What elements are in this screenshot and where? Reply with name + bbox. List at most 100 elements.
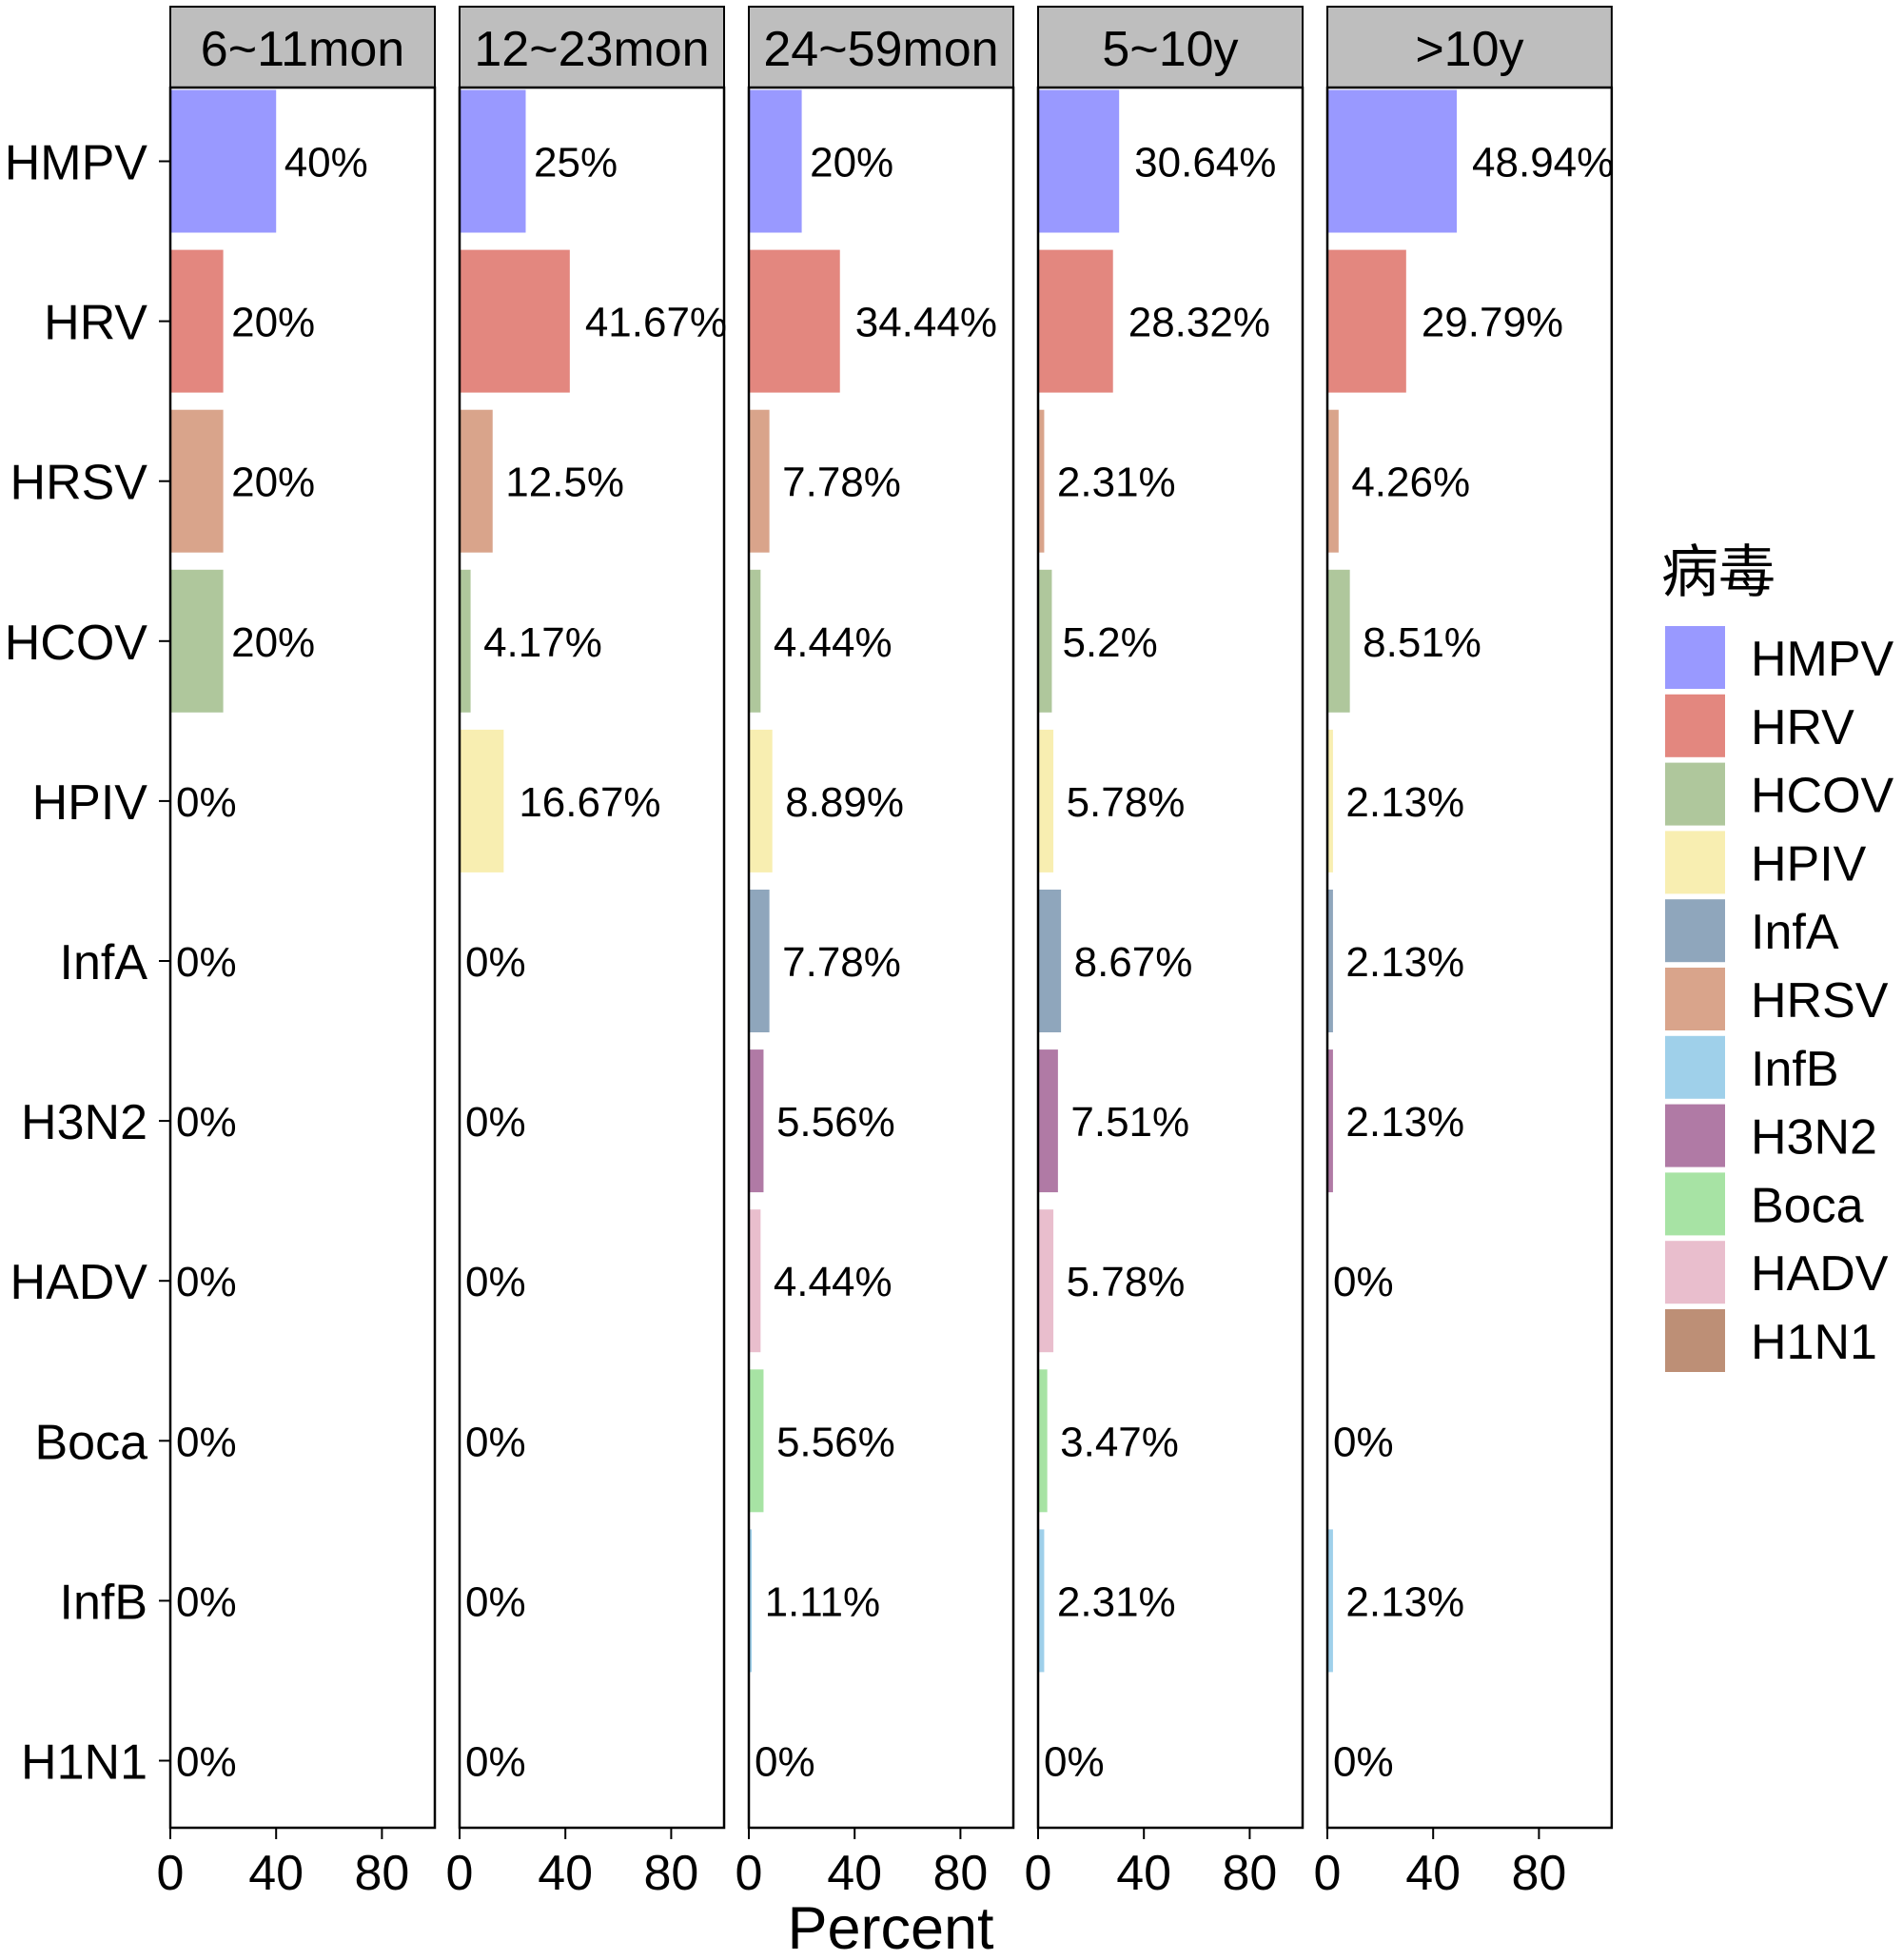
bar-hcov-panel-4 (1038, 569, 1052, 713)
bar-hpiv-panel-2 (460, 729, 504, 872)
x-tick-label-panel-5-80: 80 (1511, 1846, 1566, 1901)
value-label-h1n1-panel-4: 0% (1044, 1739, 1105, 1786)
value-label-hadv-panel-4: 5.78% (1067, 1259, 1186, 1305)
panel-2: 12~23mon 25% 41.67% 12.5% 4.17% 16.67% 0% 0% 0% 0… (446, 6, 727, 1901)
legend-key-infb (1665, 1035, 1725, 1099)
bar-hrv-panel-5 (1327, 249, 1406, 393)
bar-boca-panel-3 (749, 1369, 764, 1513)
bar-hpiv-panel-4 (1038, 729, 1054, 872)
strip-panel-2 (459, 6, 725, 88)
x-tick-label-panel-3-80: 80 (932, 1846, 988, 1901)
value-label-infa-panel-2: 0% (465, 939, 526, 986)
value-label-h3n2-panel-2: 0% (465, 1099, 526, 1146)
bar-hcov-panel-2 (460, 569, 471, 713)
value-label-infb-panel-4: 2.31% (1057, 1578, 1176, 1625)
value-label-hpiv-panel-5: 2.13% (1345, 779, 1464, 826)
value-label-boca-panel-3: 5.56% (776, 1419, 895, 1465)
legend-item-infb: InfB (1665, 1035, 1839, 1099)
bar-h3n2-panel-3 (749, 1049, 764, 1193)
value-label-hmpv-panel-4: 30.64% (1134, 140, 1276, 186)
bar-hrv-panel-3 (749, 249, 840, 393)
legend-label-hrv: HRV (1751, 700, 1854, 755)
y-tick-label-hrsv: HRSV (10, 456, 148, 511)
bar-hmpv-panel-4 (1038, 89, 1120, 233)
y-tick-label-h1n1: H1N1 (21, 1735, 147, 1791)
y-tick-label-infa: InfA (60, 935, 148, 990)
strip-label-panel-4: 5~10y (1102, 22, 1238, 77)
value-label-hmpv-panel-2: 25% (534, 140, 618, 186)
value-label-infb-panel-1: 0% (176, 1578, 237, 1625)
value-label-hcov-panel-5: 8.51% (1363, 619, 1481, 666)
value-label-boca-panel-1: 0% (176, 1419, 237, 1465)
bar-hrsv-panel-5 (1327, 409, 1339, 553)
x-tick-label-panel-4-0: 0 (1025, 1846, 1052, 1901)
legend-item-hrv: HRV (1665, 694, 1854, 757)
value-label-h3n2-panel-5: 2.13% (1345, 1099, 1464, 1146)
legend-label-infb: InfB (1751, 1042, 1839, 1097)
legend-key-hrsv (1665, 968, 1725, 1030)
legend-key-hadv (1665, 1241, 1725, 1304)
legend-label-infa: InfA (1751, 905, 1839, 960)
legend-label-hadv: HADV (1751, 1246, 1889, 1302)
legend-key-hpiv (1665, 831, 1725, 894)
value-label-h1n1-panel-3: 0% (755, 1739, 815, 1786)
legend-key-hmpv (1665, 626, 1725, 689)
y-tick-label-hcov: HCOV (5, 616, 148, 671)
legend-key-infa (1665, 899, 1725, 963)
strip-panel-1 (169, 6, 436, 88)
value-label-infa-panel-1: 0% (176, 939, 237, 986)
strip-label-panel-1: 6~11mon (201, 22, 404, 77)
bar-hmpv-panel-5 (1327, 89, 1458, 233)
value-label-boca-panel-5: 0% (1333, 1419, 1394, 1465)
legend-label-hpiv: HPIV (1751, 836, 1867, 892)
legend-key-h1n1 (1665, 1309, 1725, 1372)
x-tick-label-panel-3-0: 0 (736, 1846, 763, 1901)
legend-item-h1n1: H1N1 (1665, 1309, 1877, 1372)
value-label-hadv-panel-1: 0% (176, 1259, 237, 1305)
legend-label-hrsv: HRSV (1751, 973, 1889, 1029)
y-tick-label-hrv: HRV (44, 296, 147, 351)
x-tick-label-panel-5-0: 0 (1314, 1846, 1342, 1901)
bar-hpiv-panel-5 (1327, 729, 1333, 872)
value-label-infa-panel-5: 2.13% (1345, 939, 1464, 986)
value-label-hrsv-panel-3: 7.78% (782, 460, 901, 506)
bar-hrsv-panel-4 (1038, 409, 1045, 553)
legend: 病毒 HMPV HRV HCOV HPIV InfA HRSV InfB H3N2 Boca HA… (1661, 539, 1894, 1372)
panel-3: 24~59mon 20% 34.44% 7.78% 4.44% 8.89% 7.78% 5.5… (736, 6, 1015, 1901)
value-label-hcov-panel-1: 20% (231, 619, 315, 666)
x-tick-label-panel-1-80: 80 (354, 1846, 409, 1901)
bar-hmpv-panel-1 (170, 89, 277, 233)
value-label-infb-panel-2: 0% (465, 1578, 526, 1625)
strip-label-panel-3: 24~59mon (763, 22, 998, 77)
y-tick-label-hpiv: HPIV (32, 775, 148, 831)
panel-5: >10y 48.94% 29.79% 4.26% 8.51% 2.13% 2.13% 2.13… (1314, 6, 1614, 1901)
value-label-infb-panel-5: 2.13% (1345, 1578, 1464, 1625)
value-label-h1n1-panel-5: 0% (1333, 1739, 1394, 1786)
legend-key-h3n2 (1665, 1104, 1725, 1167)
panel-border-4 (1036, 86, 1305, 1830)
value-label-hmpv-panel-3: 20% (810, 140, 893, 186)
legend-item-hcov: HCOV (1665, 762, 1894, 826)
value-label-h3n2-panel-4: 7.51% (1070, 1099, 1189, 1146)
legend-label-h3n2: H3N2 (1751, 1110, 1877, 1166)
legend-item-hpiv: HPIV (1665, 831, 1867, 894)
bar-h3n2-panel-5 (1327, 1049, 1333, 1193)
panel-4: 5~10y 30.64% 28.32% 2.31% 5.2% 5.78% 8.67% 7.51… (1025, 6, 1305, 1901)
value-label-hmpv-panel-5: 48.94% (1472, 140, 1614, 186)
bar-hrv-panel-2 (460, 249, 570, 393)
value-label-hcov-panel-3: 4.44% (774, 619, 893, 666)
value-label-hrsv-panel-4: 2.31% (1057, 460, 1176, 506)
legend-item-hadv: HADV (1665, 1241, 1889, 1304)
x-tick-label-panel-2-40: 40 (538, 1846, 593, 1901)
strip-panel-3 (748, 6, 1014, 88)
value-label-hcov-panel-2: 4.17% (483, 619, 602, 666)
bar-hmpv-panel-3 (749, 89, 802, 233)
bar-infb-panel-4 (1038, 1529, 1045, 1673)
x-tick-label-panel-2-0: 0 (446, 1846, 474, 1901)
value-label-hadv-panel-2: 0% (465, 1259, 526, 1305)
bar-infa-panel-3 (749, 890, 770, 1032)
legend-item-boca: Boca (1665, 1172, 1864, 1236)
legend-item-hmpv: HMPV (1665, 626, 1894, 689)
bar-hcov-panel-1 (170, 569, 224, 713)
bar-hrv-panel-4 (1038, 249, 1113, 393)
